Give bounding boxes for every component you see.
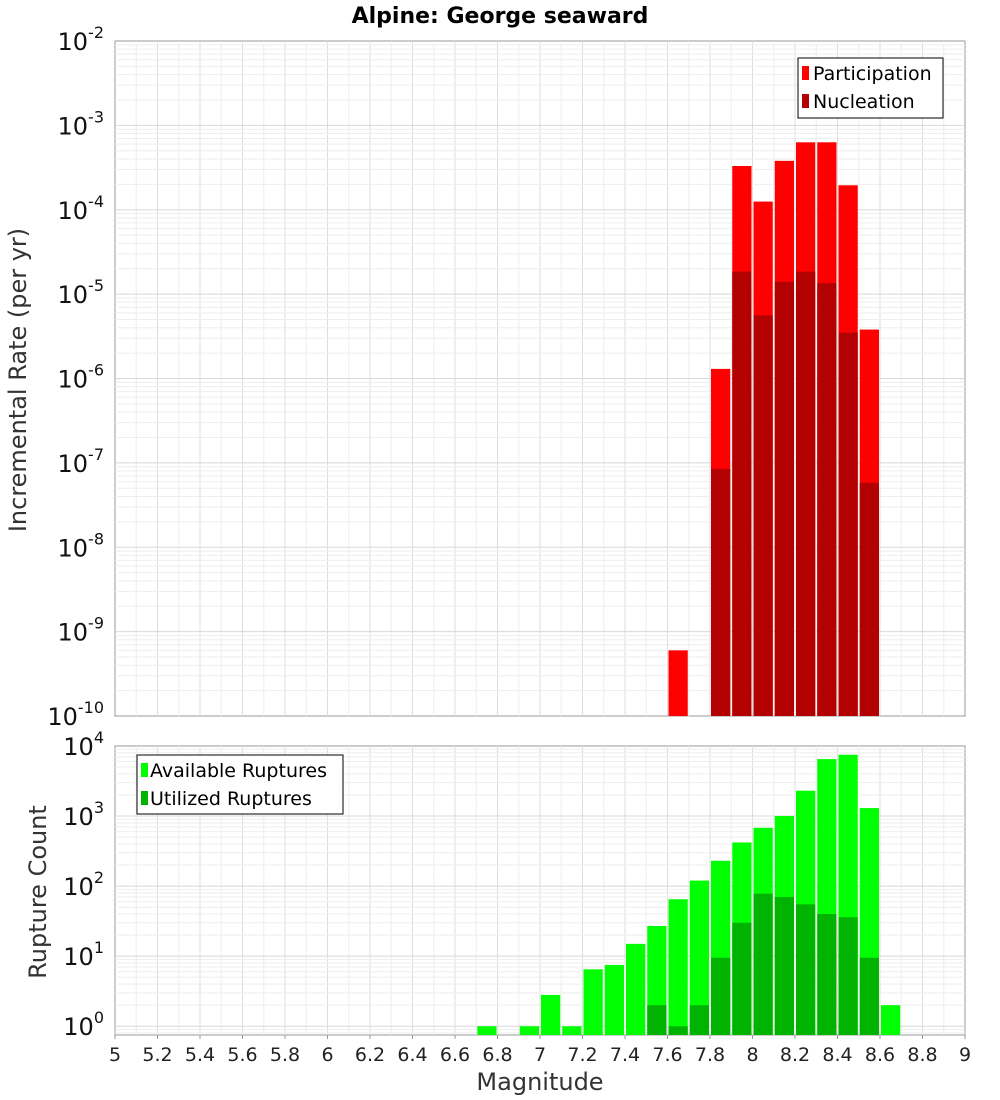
x-tick-label: 8.4	[822, 1044, 852, 1066]
x-tick-label: 7.2	[567, 1044, 597, 1066]
count-bar-available-ruptures-m7.35	[604, 964, 624, 1035]
rate-legend: Participation Nucleation	[797, 57, 944, 119]
count-y-tick-label: 101	[63, 938, 104, 971]
x-axis-label: Magnitude	[476, 1068, 603, 1096]
rate-y-tick-label: 10-10	[47, 698, 104, 731]
count-bar-available-ruptures-m8.65	[881, 1005, 901, 1035]
x-tick-label: 5.2	[142, 1044, 172, 1066]
x-tick-label: 6	[321, 1044, 333, 1066]
legend-label-nucleation: Nucleation	[813, 91, 915, 113]
count-bar-utilized-ruptures-m7.95	[732, 922, 752, 1035]
count-bars	[477, 754, 901, 1035]
x-tick-label: 7.8	[695, 1044, 725, 1066]
count-bar-utilized-ruptures-m8.55	[859, 957, 879, 1035]
count-bar-available-ruptures-m7.65	[668, 899, 688, 1035]
rate-y-tick-label: 10-9	[58, 614, 105, 647]
x-tick-label: 7.4	[610, 1044, 640, 1066]
count-bar-available-ruptures-m7.05	[541, 994, 561, 1035]
x-tick-label: 8.6	[865, 1044, 895, 1066]
legend-label-participation: Participation	[813, 63, 932, 85]
legend-label-available: Available Ruptures	[150, 760, 327, 782]
x-tick-label: 8	[746, 1044, 758, 1066]
count-bar-available-ruptures-m7.25	[583, 969, 603, 1035]
rate-y-tick-label: 10-3	[58, 107, 105, 140]
legend-label-utilized: Utilized Ruptures	[150, 788, 312, 810]
count-bar-utilized-ruptures-m7.65	[668, 1026, 688, 1035]
x-tick-label: 5	[109, 1044, 121, 1066]
count-bar-available-ruptures-m6.75	[477, 1026, 497, 1035]
legend-swatch-participation	[802, 66, 809, 80]
x-tick-label: 5.6	[227, 1044, 257, 1066]
count-y-tick-label: 100	[63, 1008, 104, 1041]
legend-swatch-available	[141, 763, 148, 777]
count-bar-utilized-ruptures-m8.15	[774, 896, 794, 1035]
x-tick-label: 6.8	[482, 1044, 512, 1066]
rate-bar-nucleation-m7.85	[711, 468, 731, 716]
rate-bar-nucleation-m8.55	[859, 482, 879, 716]
x-tick-label: 8.8	[907, 1044, 937, 1066]
x-tick-label: 6.6	[440, 1044, 470, 1066]
count-bar-utilized-ruptures-m7.75	[689, 1005, 709, 1035]
rate-y-tick-label: 10-5	[58, 276, 105, 309]
rate-bar-nucleation-m8.45	[838, 332, 858, 716]
count-bar-utilized-ruptures-m8.45	[838, 917, 858, 1035]
count-bar-available-ruptures-m6.95	[519, 1026, 539, 1035]
count-bar-available-ruptures-m7.75	[689, 880, 709, 1035]
count-bar-available-ruptures-m7.15	[562, 1026, 582, 1035]
rate-gridlines	[115, 41, 965, 716]
count-bar-utilized-ruptures-m8.25	[796, 904, 816, 1035]
x-tick-label: 9	[959, 1044, 971, 1066]
count-legend: Available Ruptures Utilized Ruptures	[136, 754, 344, 815]
rate-y-tick-label: 10-7	[58, 445, 105, 478]
legend-swatch-nucleation	[802, 94, 809, 108]
x-tick-label: 5.8	[270, 1044, 300, 1066]
count-bar-utilized-ruptures-m8.05	[753, 893, 773, 1035]
rate-bar-nucleation-m8.15	[774, 281, 794, 716]
rate-y-ticks: 10-10 10-9 10-8 10-7 10-6 10-5 10-4 10-3 10-2	[47, 23, 104, 731]
count-y-tick-label: 103	[63, 798, 104, 831]
rate-panel: 10-10 10-9 10-8 10-7 10-6 10-5 10-4 10-3 10-2 In…	[4, 23, 966, 731]
rate-y-tick-label: 10-6	[58, 361, 105, 394]
rate-bar-nucleation-m7.95	[732, 271, 752, 716]
count-bar-utilized-ruptures-m7.55	[647, 1005, 667, 1035]
rate-y-tick-label: 10-4	[58, 192, 105, 225]
legend-swatch-utilized	[141, 791, 148, 805]
chart-title: Alpine: George seaward	[352, 4, 649, 29]
count-x-ticks: 5 5.2 5.4 5.6 5.8 6 6.2 6.4 6.6 6.8 7 7.2 7.4 7.6 7.8 8…	[109, 1035, 971, 1066]
rate-bar-nucleation-m8.05	[753, 315, 773, 716]
count-legend-box	[136, 754, 344, 815]
x-tick-label: 5.4	[185, 1044, 215, 1066]
rate-y-axis-label: Incremental Rate (per yr)	[4, 228, 32, 532]
count-panel: 100 101 102 103 104 5 5.2 5.4 5.6 5.8 6 6.2 6.4 6.6 6…	[24, 728, 971, 1096]
x-tick-label: 7.6	[652, 1044, 682, 1066]
rate-bars	[668, 142, 879, 717]
count-bar-utilized-ruptures-m7.85	[711, 957, 731, 1035]
count-bar-utilized-ruptures-m8.35	[817, 914, 837, 1035]
x-tick-label: 8.2	[780, 1044, 810, 1066]
count-y-tick-label: 102	[63, 868, 104, 901]
rate-bar-nucleation-m8.25	[796, 271, 816, 716]
count-y-ticks: 100 101 102 103 104	[63, 728, 104, 1041]
x-tick-label: 6.4	[397, 1044, 427, 1066]
count-bar-available-ruptures-m7.45	[626, 943, 646, 1035]
x-tick-label: 7	[534, 1044, 546, 1066]
rate-y-tick-label: 10-8	[58, 529, 105, 562]
rate-legend-box	[797, 57, 944, 119]
count-y-tick-label: 104	[63, 728, 104, 761]
x-tick-label: 6.2	[355, 1044, 385, 1066]
rate-bar-nucleation-m8.35	[817, 283, 837, 716]
count-y-axis-label: Rupture Count	[24, 805, 52, 979]
rate-bar-participation-m7.65	[668, 650, 688, 716]
rate-y-tick-label: 10-2	[58, 23, 105, 56]
